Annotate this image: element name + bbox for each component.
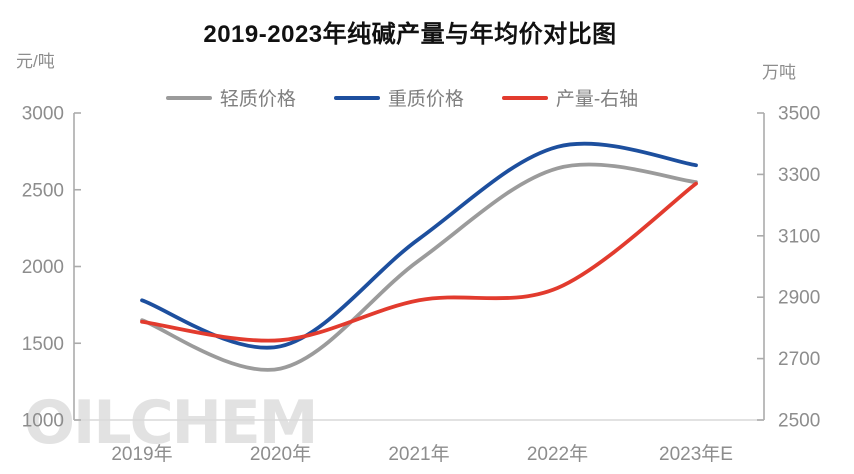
legend-label-heavy-price: 重质价格 xyxy=(387,89,464,110)
right-axis-tick-label: 3500 xyxy=(778,104,820,125)
left-axis-tick-label: 1500 xyxy=(22,334,64,355)
left-axis-unit-label: 元/吨 xyxy=(16,52,55,71)
right-axis-tick-label: 2700 xyxy=(778,349,820,370)
legend-item-heavy-price: 重质价格 xyxy=(333,84,464,111)
x-axis-label: 2021年 xyxy=(388,443,449,465)
legend-item-production: 产量-右轴 xyxy=(501,84,639,111)
x-axis-label: 2022年 xyxy=(527,443,588,465)
left-axis-tick-label: 3000 xyxy=(22,104,64,125)
left-axis-tick-label: 1000 xyxy=(22,411,64,432)
x-axis-label: 2019年 xyxy=(111,443,172,465)
legend-swatch-heavy-price xyxy=(333,95,380,100)
left-axis-tick-label: 2000 xyxy=(22,257,64,278)
right-axis-tick-label: 2900 xyxy=(778,288,820,309)
legend-label-light-price: 轻质价格 xyxy=(219,89,296,110)
watermark: OILCHEM xyxy=(24,388,319,458)
series-line-production xyxy=(140,181,698,343)
legend-swatch-production xyxy=(501,95,548,100)
x-axis-label: 2023年E xyxy=(659,443,733,465)
legend-label-production: 产量-右轴 xyxy=(555,89,639,110)
right-axis-tick-label: 3300 xyxy=(778,165,820,186)
series-line-heavy-price xyxy=(140,141,698,350)
right-axis-tick-label: 2500 xyxy=(778,411,820,432)
series-line-light-price xyxy=(140,162,698,372)
x-axis-label: 2020年 xyxy=(250,443,311,465)
chart-title: 2019-2023年纯碱产量与年均价对比图 xyxy=(203,21,617,48)
legend: 轻质价格 重质价格 产量-右轴 xyxy=(0,84,854,111)
legend-swatch-light-price xyxy=(165,95,212,100)
right-axis-tick-label: 3100 xyxy=(778,226,820,247)
legend-item-light-price: 轻质价格 xyxy=(165,84,296,111)
right-axis-unit-label: 万吨 xyxy=(762,63,796,82)
left-axis-tick-label: 2500 xyxy=(22,180,64,201)
